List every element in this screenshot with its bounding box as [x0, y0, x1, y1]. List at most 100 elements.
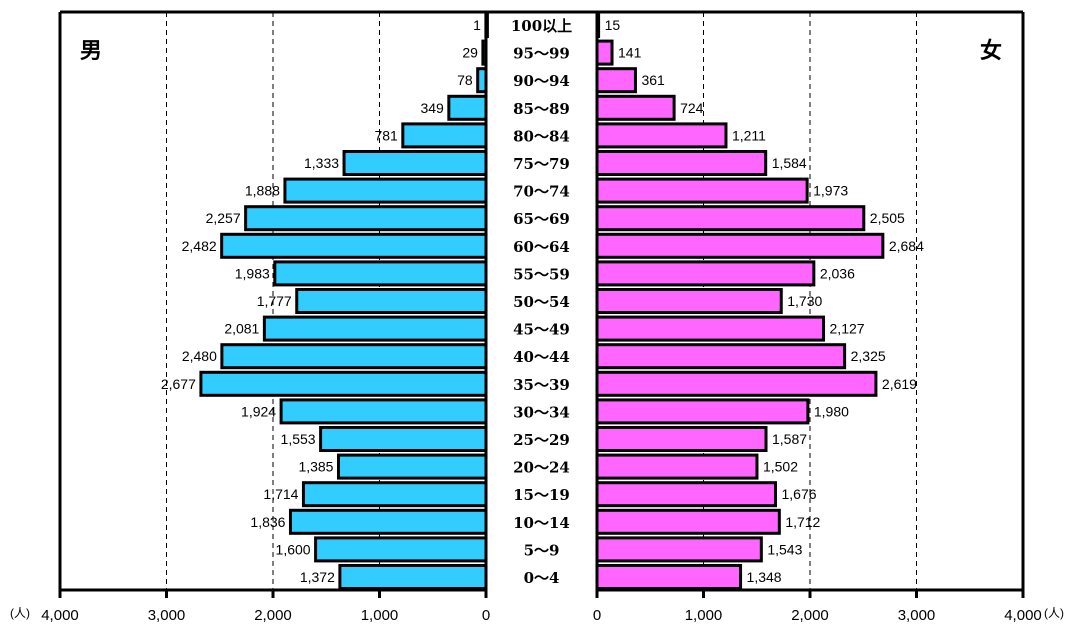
- female-bar: [595, 67, 637, 94]
- age-group-label: 50～54: [513, 293, 570, 311]
- male-value-label: 1,553: [281, 431, 316, 447]
- female-value-label: 15: [605, 17, 621, 33]
- female-tick-label: 4,000: [1004, 607, 1042, 624]
- female-bar: [595, 536, 763, 563]
- male-value-label: 781: [374, 127, 398, 143]
- female-bars: [595, 12, 885, 590]
- age-group-label: 25～29: [513, 431, 570, 449]
- male-bar: [262, 315, 488, 342]
- female-tick-label: 2,000: [791, 607, 829, 624]
- male-bar: [273, 260, 488, 287]
- x-axis: 0 0 1,000 1,000 2,000 2,000 3,000 3,000 4,000 4,0…: [41, 588, 1042, 624]
- age-group-label: 0～4: [524, 569, 560, 587]
- male-value-label: 1: [473, 17, 481, 33]
- female-bar: [595, 315, 826, 342]
- male-bar: [283, 177, 488, 204]
- age-group-label: 65～69: [513, 210, 570, 228]
- age-group-label: 70～74: [513, 183, 570, 201]
- age-group-label: 30～34: [513, 403, 570, 421]
- female-value-label: 2,325: [851, 348, 886, 364]
- female-value-label: 1,973: [813, 183, 848, 199]
- right-unit-label: (人): [1044, 606, 1064, 620]
- male-value-label: 1,836: [250, 514, 285, 530]
- male-label: 男: [80, 39, 102, 64]
- age-group-label: 10～14: [513, 514, 570, 532]
- female-value-label: 141: [618, 45, 642, 61]
- age-group-label: 95～99: [513, 45, 570, 63]
- female-value-label: 2,036: [820, 265, 855, 281]
- female-tick-label: 0: [593, 607, 601, 624]
- age-group-label: 20～24: [513, 459, 570, 477]
- male-bar: [447, 94, 488, 121]
- age-group-label: 55～59: [513, 265, 570, 283]
- female-value-label: 1,730: [787, 293, 822, 309]
- female-value-label: 361: [641, 72, 665, 88]
- female-bar: [595, 94, 676, 121]
- male-bars: [199, 12, 489, 590]
- female-tick-label: 3,000: [898, 607, 936, 624]
- age-group-label: 15～19: [513, 486, 570, 504]
- female-bar: [595, 205, 866, 232]
- age-group-label: 40～44: [513, 348, 570, 366]
- male-bar: [338, 564, 488, 590]
- male-bar: [401, 122, 488, 149]
- female-bar: [595, 260, 816, 287]
- male-value-label: 1,924: [241, 403, 276, 419]
- age-group-label: 35～39: [513, 376, 570, 394]
- female-value-label: 1,502: [763, 459, 798, 475]
- male-value-label: 2,677: [161, 376, 196, 392]
- female-value-label: 1,211: [732, 127, 766, 143]
- male-value-label: 1,983: [235, 265, 270, 281]
- female-value-label: 1,584: [772, 155, 807, 171]
- male-value-label: 29: [462, 45, 478, 61]
- female-bar: [595, 39, 614, 66]
- female-bar: [595, 508, 781, 535]
- male-bar: [295, 288, 488, 314]
- female-value-label: 2,684: [889, 238, 924, 254]
- age-group-label: 90～94: [513, 72, 570, 90]
- female-bar: [595, 122, 728, 149]
- female-value-label: 2,127: [830, 321, 865, 337]
- age-group-label: 60～64: [513, 238, 570, 256]
- male-tick-label: 1,000: [361, 607, 399, 624]
- female-bar: [595, 288, 783, 314]
- male-bar: [199, 370, 488, 397]
- male-value-label: 1,372: [300, 569, 335, 585]
- male-bar: [319, 426, 488, 452]
- age-group-label: 80～84: [513, 127, 570, 145]
- male-bar: [314, 536, 488, 563]
- male-value-label: 1,714: [263, 486, 298, 502]
- age-group-label: 45～49: [513, 321, 570, 339]
- male-value-label: 1,888: [245, 183, 280, 199]
- male-value-label: 349: [420, 100, 444, 116]
- male-tick-label: 3,000: [148, 607, 186, 624]
- female-bar: [595, 564, 743, 590]
- female-value-label: 724: [680, 100, 704, 116]
- female-label: 女: [980, 38, 1002, 64]
- male-tick-label: 0: [482, 607, 490, 624]
- male-value-label: 78: [457, 72, 473, 88]
- female-bar: [595, 398, 810, 425]
- female-value-label: 1,980: [814, 403, 849, 419]
- male-tick-label: 4,000: [41, 607, 79, 624]
- male-bar: [279, 398, 488, 425]
- male-bar: [220, 232, 488, 259]
- male-value-label: 1,385: [298, 459, 333, 475]
- age-group-label: 100以上: [511, 17, 572, 35]
- age-group-label: 75～79: [513, 155, 570, 173]
- female-value-label: 2,619: [882, 376, 917, 392]
- male-bar: [336, 453, 488, 480]
- male-value-label: 2,480: [182, 348, 217, 364]
- male-value-label: 2,482: [182, 238, 217, 254]
- male-value-label: 1,600: [276, 541, 311, 557]
- female-bar: [595, 370, 878, 397]
- female-bar: [595, 232, 885, 259]
- age-group-label: 5～9: [524, 541, 560, 559]
- female-value-label: 2,505: [870, 210, 905, 226]
- age-group-labels: 0～4 5～9 10～14 15～19 20～24 25～29 30～34 35～39 40～4…: [511, 17, 572, 587]
- female-tick-label: 1,000: [685, 607, 723, 624]
- female-value-label: 1,543: [767, 541, 802, 557]
- male-bar: [288, 508, 488, 535]
- female-bar: [595, 177, 809, 204]
- male-value-label: 1,777: [257, 293, 292, 309]
